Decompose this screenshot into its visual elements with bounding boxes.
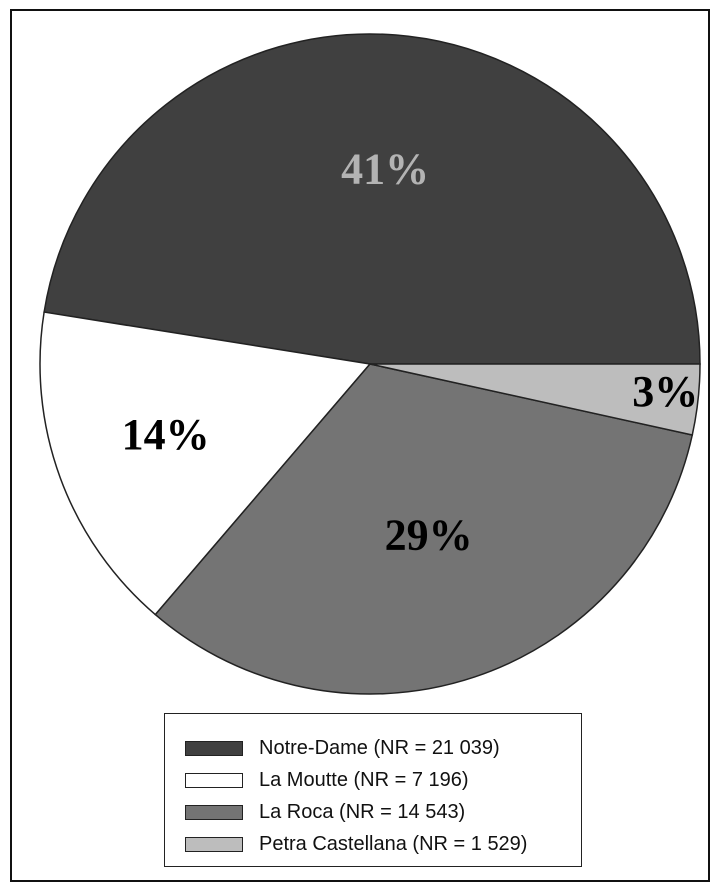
- legend-swatch: [185, 804, 243, 820]
- legend-swatch: [185, 836, 243, 852]
- pie-label-la-moutte: 14%: [122, 410, 210, 459]
- legend-item-notre-dame: Notre-Dame (NR = 21 039): [165, 732, 581, 764]
- chart-frame: 41% 14% 29% 3% Notre-Dame (NR = 21 039) La …: [10, 9, 710, 882]
- pie-label-la-roca: 29%: [385, 510, 473, 559]
- pie-chart: 41% 14% 29% 3%: [39, 33, 701, 695]
- pie-label-notre-dame: 41%: [341, 144, 429, 193]
- legend-swatch: [185, 772, 243, 788]
- legend-label: La Roca (NR = 14 543): [259, 800, 466, 823]
- legend-label: Petra Castellana (NR = 1 529): [259, 832, 528, 855]
- legend-item-petra-castellana: Petra Castellana (NR = 1 529): [165, 828, 581, 860]
- legend: Notre-Dame (NR = 21 039) La Moutte (NR =…: [164, 713, 582, 867]
- pie-slice-la-moutte: [39, 311, 372, 616]
- legend-swatch: [185, 740, 243, 756]
- pie-label-petra-castellana: 3%: [632, 367, 698, 416]
- legend-label: La Moutte (NR = 7 196): [259, 768, 469, 791]
- legend-item-la-roca: La Roca (NR = 14 543): [165, 796, 581, 828]
- pie-slice-notre-dame: [43, 33, 701, 365]
- pie-slice-la-roca: [154, 363, 694, 695]
- pie-slice-petra-castellana: [369, 363, 701, 436]
- legend-item-la-moutte: La Moutte (NR = 7 196): [165, 764, 581, 796]
- legend-label: Notre-Dame (NR = 21 039): [259, 736, 500, 759]
